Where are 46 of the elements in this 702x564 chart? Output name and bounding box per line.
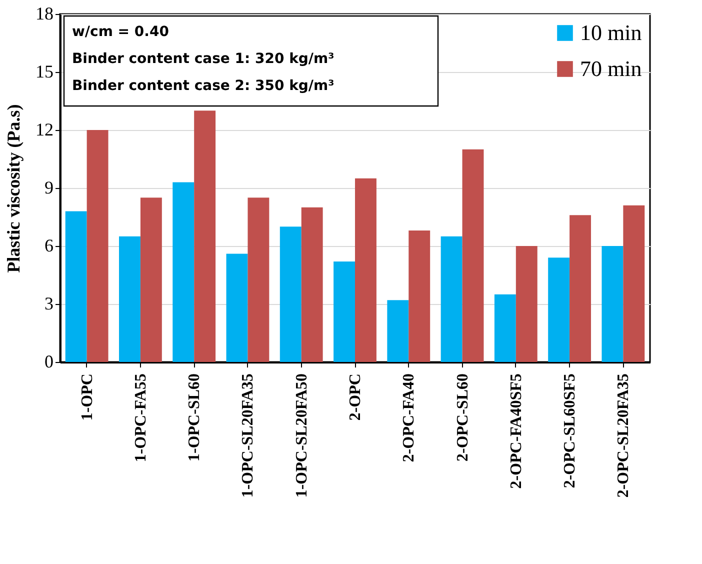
x-tick-label: 1-OPC-SL20FA50 <box>293 374 310 498</box>
bar <box>86 130 108 362</box>
x-tick-label: 2-OPC <box>347 374 364 421</box>
bar <box>301 207 323 362</box>
bar <box>334 261 355 362</box>
x-tick-label: 2-OPC-FA40SF5 <box>508 374 525 489</box>
x-tick-label: 1-OPC-FA55 <box>132 374 150 462</box>
legend-label: 70 min <box>580 56 642 81</box>
bar <box>140 198 162 362</box>
bar <box>226 254 248 362</box>
x-tick-label: 2-OPC-FA40 <box>400 374 418 462</box>
y-tick-label: 9 <box>44 178 54 198</box>
bar <box>494 294 516 362</box>
y-tick-label: 6 <box>44 236 54 256</box>
bar <box>248 198 270 362</box>
y-tick-label: 0 <box>44 352 54 372</box>
annotation: Binder content case 2: 350 kg/m³ <box>72 78 334 94</box>
annotation: Binder content case 1: 320 kg/m³ <box>72 51 334 67</box>
legend-label: 10 min <box>580 20 642 45</box>
y-tick-label: 3 <box>44 294 54 314</box>
bar <box>516 246 538 362</box>
bar <box>119 236 140 362</box>
bar <box>548 258 570 362</box>
bar <box>602 246 624 362</box>
x-tick-label: 2-OPC-SL60 <box>454 374 472 462</box>
y-tick-label: 18 <box>36 4 54 24</box>
y-tick-label: 12 <box>36 120 54 140</box>
bar <box>172 182 194 362</box>
bar <box>623 205 645 362</box>
bar <box>194 110 216 362</box>
bar <box>570 215 591 362</box>
bar <box>387 300 409 362</box>
x-tick-label: 2-OPC-SL20FA35 <box>615 374 632 498</box>
bar <box>280 226 302 362</box>
bar <box>462 149 484 362</box>
bar <box>355 178 376 362</box>
x-tick-label: 1-OPC-SL20FA35 <box>240 374 257 498</box>
x-tick-label: 2-OPC-SL60SF5 <box>562 374 579 488</box>
x-tick-label: 1-OPC-SL60 <box>186 374 204 462</box>
bar <box>65 211 87 362</box>
bar <box>440 236 462 362</box>
bar <box>408 230 430 362</box>
annotation: w/cm = 0.40 <box>72 24 170 40</box>
y-tick-label: 15 <box>36 62 54 82</box>
y-axis-title: Plastic viscosity (Pa.s) <box>4 104 24 273</box>
x-tick-label: 1-OPC <box>78 374 96 421</box>
